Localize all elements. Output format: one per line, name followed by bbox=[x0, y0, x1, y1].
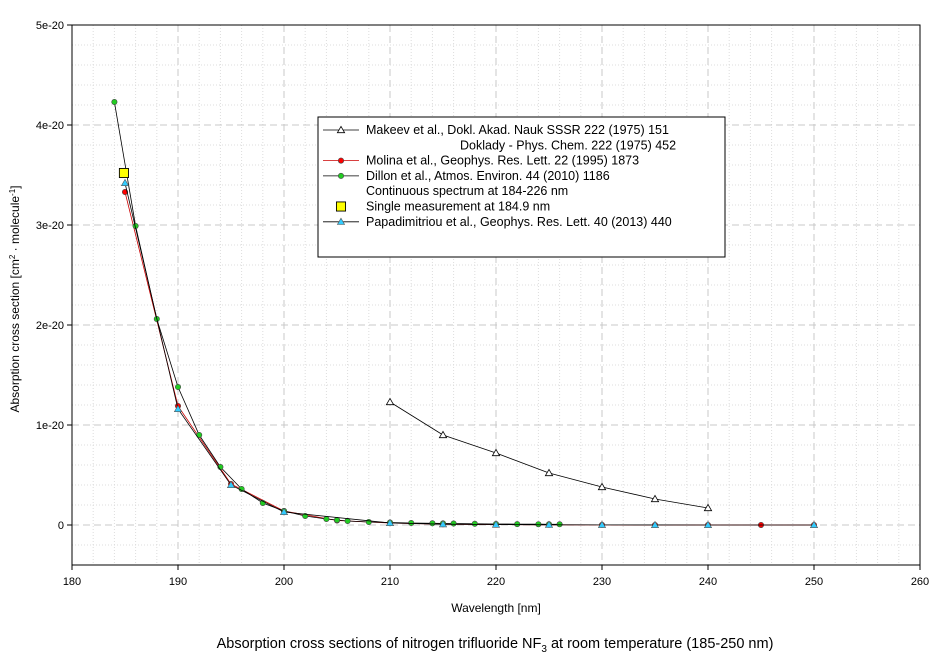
caption-pre: Absorption cross sections of nitrogen tr… bbox=[216, 636, 542, 652]
chart: 180 190 200 210 220 230 240 250 260 0 1e-20 2e-20 3e… bbox=[8, 20, 930, 615]
data-point-dillon bbox=[111, 99, 118, 106]
x-tick-label: 260 bbox=[911, 576, 929, 588]
figure-caption: Absorption cross sections of nitrogen tr… bbox=[0, 636, 944, 655]
data-point-molina bbox=[122, 189, 129, 196]
x-tick-label: 200 bbox=[275, 576, 293, 588]
caption-sub: 3 bbox=[541, 643, 547, 655]
data-point-dillon bbox=[323, 515, 330, 522]
legend-symbol bbox=[337, 172, 344, 179]
data-point-makeev bbox=[703, 503, 713, 512]
data-point-papadimitriou bbox=[173, 404, 183, 413]
series-layer bbox=[111, 99, 819, 528]
data-point-makeev bbox=[544, 468, 554, 477]
x-tick-label: 190 bbox=[169, 576, 187, 588]
legend-entry-papadimitriou: Papadimitriou et al., Geophys. Res. Lett… bbox=[323, 215, 672, 229]
series-papadimitriou bbox=[120, 178, 819, 528]
data-point-papadimitriou bbox=[120, 178, 130, 186]
legend-symbol bbox=[335, 201, 347, 212]
series-line-makeev bbox=[389, 401, 709, 509]
data-point-papadimitriou bbox=[438, 519, 448, 528]
legend-label: Molina et al., Geophys. Res. Lett. 22 (1… bbox=[366, 154, 639, 168]
y-axis-title-mid: · molecule bbox=[8, 196, 22, 255]
series-line-papadimitriou bbox=[124, 182, 815, 526]
data-point-dillon bbox=[429, 520, 436, 527]
legend-symbol bbox=[337, 157, 344, 164]
data-point-makeev bbox=[385, 397, 395, 406]
legend-symbol bbox=[336, 125, 346, 134]
data-point-single bbox=[118, 167, 129, 179]
data-point-papadimitriou bbox=[703, 520, 713, 528]
x-tick-label: 180 bbox=[63, 576, 81, 588]
axis-ticks: 180 190 200 210 220 230 240 250 260 0 1e-20 2e-20 3e… bbox=[36, 20, 929, 588]
data-point-papadimitriou bbox=[226, 480, 236, 489]
y-tick-label: 4e-20 bbox=[36, 120, 64, 132]
y-axis-title-sup2: -1 bbox=[8, 188, 17, 196]
x-tick-label: 210 bbox=[381, 576, 399, 588]
y-tick-label: 2e-20 bbox=[36, 320, 64, 332]
y-tick-label: 0 bbox=[58, 520, 64, 532]
series-makeev bbox=[385, 397, 713, 512]
data-point-dillon bbox=[556, 521, 563, 528]
legend-entry-single: Single measurement at 184.9 nm bbox=[335, 200, 550, 214]
caption-post: at room temperature (185-250 nm) bbox=[546, 636, 774, 652]
x-tick-label: 250 bbox=[805, 576, 823, 588]
data-point-dillon bbox=[175, 383, 182, 390]
legend-label: Papadimitriou et al., Geophys. Res. Lett… bbox=[366, 215, 672, 229]
data-point-papadimitriou bbox=[385, 518, 395, 527]
data-point-dillon bbox=[450, 520, 457, 527]
legend-entry-dillon: Dillon et al., Atmos. Environ. 44 (2010)… bbox=[323, 169, 610, 198]
legend-label: Makeev et al., Dokl. Akad. Nauk SSSR 222… bbox=[366, 123, 669, 137]
data-point-makeev bbox=[597, 482, 607, 491]
data-point-dillon bbox=[535, 521, 542, 528]
legend-entry-molina: Molina et al., Geophys. Res. Lett. 22 (1… bbox=[323, 154, 639, 168]
grid bbox=[72, 24, 920, 565]
data-point-papadimitriou bbox=[597, 520, 607, 528]
legend: Makeev et al., Dokl. Akad. Nauk SSSR 222… bbox=[317, 116, 726, 258]
y-axis-title: Absorption cross section [cm2 · molecule… bbox=[8, 185, 23, 412]
y-axis-title-pre: Absorption cross section [cm bbox=[8, 259, 22, 412]
data-point-makeev bbox=[491, 448, 501, 457]
y-tick-label: 5e-20 bbox=[36, 20, 64, 32]
legend-label: Continuous spectrum at 184-226 nm bbox=[366, 184, 568, 198]
legend-entries: Makeev et al., Dokl. Akad. Nauk SSSR 222… bbox=[323, 123, 676, 229]
data-point-dillon bbox=[471, 520, 478, 527]
series-single bbox=[118, 167, 129, 179]
data-point-dillon bbox=[365, 518, 372, 525]
legend-label: Dillon et al., Atmos. Environ. 44 (2010)… bbox=[366, 169, 610, 183]
y-tick-label: 3e-20 bbox=[36, 220, 64, 232]
data-point-makeev bbox=[650, 494, 660, 503]
y-tick-label: 1e-20 bbox=[36, 420, 64, 432]
data-point-papadimitriou bbox=[491, 520, 501, 528]
y-axis-title-post: ] bbox=[8, 185, 22, 188]
data-point-papadimitriou bbox=[809, 520, 819, 528]
y-axis-title-sup1: 2 bbox=[8, 254, 17, 259]
x-tick-label: 240 bbox=[699, 576, 717, 588]
data-point-dillon bbox=[333, 516, 340, 523]
data-point-papadimitriou bbox=[279, 507, 289, 516]
legend-entry-makeev: Makeev et al., Dokl. Akad. Nauk SSSR 222… bbox=[323, 123, 676, 152]
data-point-dillon bbox=[408, 519, 415, 526]
x-axis-title: Wavelength [nm] bbox=[451, 601, 541, 615]
data-point-papadimitriou bbox=[650, 520, 660, 528]
legend-symbol bbox=[336, 217, 346, 225]
data-point-dillon bbox=[514, 521, 521, 528]
legend-label: Doklady - Phys. Chem. 222 (1975) 452 bbox=[460, 138, 676, 152]
data-point-papadimitriou bbox=[544, 520, 554, 528]
x-tick-label: 230 bbox=[593, 576, 611, 588]
x-tick-label: 220 bbox=[487, 576, 505, 588]
legend-label: Single measurement at 184.9 nm bbox=[366, 200, 550, 214]
data-point-makeev bbox=[438, 430, 448, 439]
legend-box bbox=[317, 116, 726, 258]
